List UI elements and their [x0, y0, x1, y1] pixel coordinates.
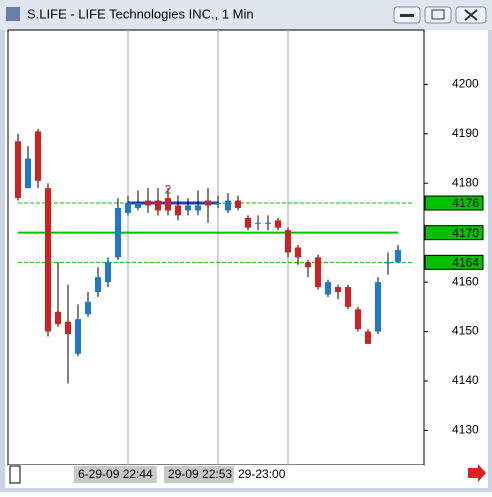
candle-body — [185, 205, 191, 211]
y-tick-label: 4200 — [452, 77, 479, 91]
candle-body — [145, 200, 151, 206]
candle-body — [385, 262, 391, 264]
candle-body — [215, 203, 221, 205]
window-title: S.LIFE - LIFE Technologies INC., 1 Min — [27, 6, 254, 21]
candle-body — [95, 277, 101, 292]
minimize-icon — [400, 14, 414, 17]
candle-body — [235, 200, 241, 208]
candle-body — [75, 319, 81, 354]
candle-body — [255, 222, 261, 224]
y-tick-label: 4180 — [452, 175, 479, 189]
candle-body — [15, 141, 21, 199]
window-icon — [6, 7, 20, 21]
candle-body — [45, 188, 51, 332]
scroll-arrow[interactable] — [468, 464, 486, 482]
candle-body — [205, 200, 211, 206]
x-tick-box — [164, 466, 237, 483]
candle-body — [305, 262, 311, 268]
candle-body — [65, 321, 71, 335]
x-tick-label: 29-09 22:53 — [168, 467, 232, 481]
candle-body — [135, 203, 141, 208]
level-tag-label: 4170 — [452, 226, 479, 240]
candle-body — [105, 262, 111, 283]
candle-body — [355, 309, 361, 330]
candle-body — [195, 205, 201, 211]
level-tag-label: 4176 — [452, 196, 479, 210]
candle-body — [85, 301, 91, 315]
x-tick-box — [74, 466, 157, 483]
level-tag-label: 4164 — [452, 256, 479, 270]
level-tag — [424, 195, 484, 211]
y-tick-label: 4130 — [452, 423, 479, 437]
plot-area — [7, 29, 425, 466]
candle-body — [375, 282, 381, 332]
y-tick-label: 4150 — [452, 324, 479, 338]
candle-body — [155, 200, 161, 211]
close-icon — [464, 9, 478, 21]
x-tick-label: 6-29-09 22:44 — [78, 467, 153, 481]
candle-body — [345, 287, 351, 307]
x-tick-box — [234, 466, 290, 483]
level-tag — [424, 254, 484, 270]
candle-body — [265, 222, 271, 224]
candle-body — [275, 220, 281, 228]
candle-body — [285, 230, 291, 253]
annotation: 2 — [165, 182, 172, 196]
scroll-thumb[interactable] — [9, 465, 21, 484]
candle-body — [245, 217, 251, 228]
candle-body — [175, 205, 181, 216]
candle-body — [315, 257, 321, 288]
candle-body — [365, 331, 371, 344]
candle-body — [35, 131, 41, 181]
candle-body — [395, 249, 401, 263]
x-tick-label: 29-23:00 — [238, 467, 286, 481]
candle-body — [335, 287, 341, 292]
candle-body — [115, 207, 121, 258]
candle-body — [55, 311, 61, 325]
maximize-button[interactable] — [424, 6, 452, 24]
y-tick-label: 4190 — [452, 126, 479, 140]
level-tag — [424, 225, 484, 241]
y-tick-label: 4160 — [452, 274, 479, 288]
candle-body — [165, 198, 171, 211]
y-tick-label: 4140 — [452, 373, 479, 387]
candle-body — [325, 282, 331, 295]
maximize-icon — [431, 9, 445, 20]
candle-body — [225, 200, 231, 211]
candle-body — [125, 203, 131, 213]
candle-body — [25, 158, 31, 189]
candle-body — [295, 247, 301, 258]
